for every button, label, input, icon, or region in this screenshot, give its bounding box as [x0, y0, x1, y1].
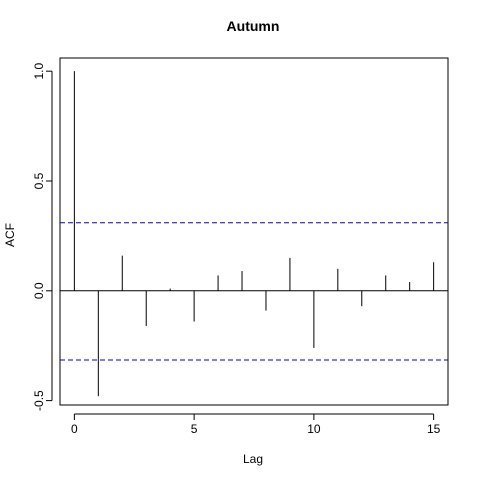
x-tick-label: 10: [307, 422, 321, 436]
y-tick-label: -0.5: [32, 390, 46, 411]
x-tick-label: 15: [427, 422, 441, 436]
plot-area: [60, 71, 448, 397]
plot-frame: [59, 57, 449, 406]
x-tick-label: 0: [71, 422, 78, 436]
chart-title: Autumn: [227, 18, 280, 34]
y-axis-label: ACF: [3, 223, 17, 247]
x-axis: 0 5 10 15: [71, 413, 441, 436]
x-tick-label: 5: [191, 422, 198, 436]
x-axis-label: Lag: [243, 452, 263, 466]
y-tick-label: 1.0: [32, 63, 46, 80]
y-axis: -0.5 0.0 0.5 1.0: [32, 63, 53, 411]
y-tick-label: 0.0: [32, 282, 46, 299]
y-tick-label: 0.5: [32, 172, 46, 189]
